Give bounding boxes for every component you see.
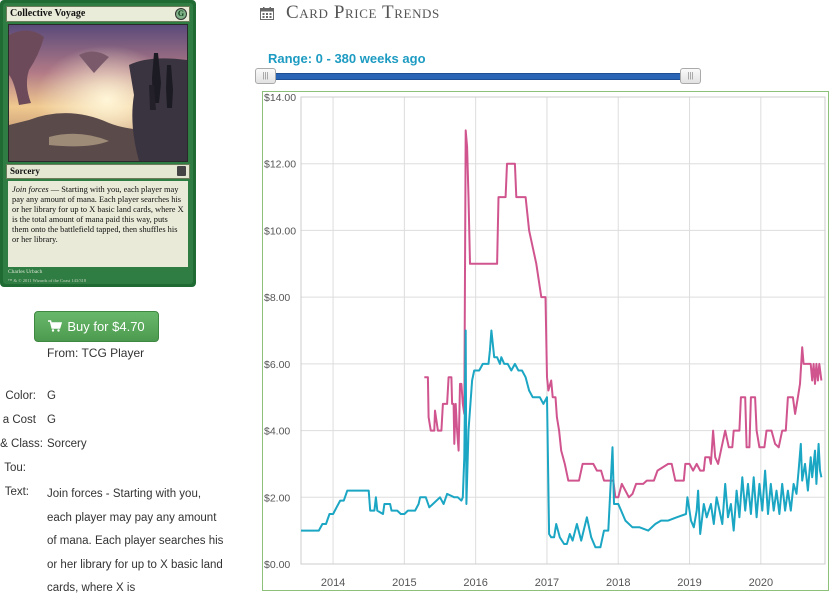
x-tick-label: 2018: [606, 577, 630, 589]
y-tick-label: $2.00: [264, 492, 290, 504]
x-tick-label: 2014: [321, 577, 345, 589]
card-ability-word: Join forces: [12, 185, 49, 194]
mana-cost-label: a Cost: [2, 414, 36, 426]
x-tick-label: 2015: [392, 577, 416, 589]
x-tick-label: 2016: [463, 577, 487, 589]
range-handle-max[interactable]: |||: [680, 68, 701, 84]
range-handle-min[interactable]: |||: [255, 68, 276, 84]
y-tick-label: $4.00: [264, 426, 290, 438]
price-line: [301, 329, 823, 549]
foil-price-line: [424, 129, 823, 499]
toughness-label: Tou:: [4, 462, 26, 474]
card-copyright: ™ & © 2011 Wizards of the Coast 143/318: [8, 278, 87, 283]
calendar-icon: [260, 7, 274, 20]
color-label: Color:: [5, 390, 36, 402]
price-chart: $0.00 $2.00 $4.00 $6.00 $8.00 $10.00 $12.00 $14…: [262, 91, 829, 591]
range-label: Range: 0 - 380 weeks ago: [268, 51, 426, 66]
card-type: Sorcery: [10, 166, 40, 176]
buy-button[interactable]: Buy for $4.70: [34, 311, 159, 342]
set-symbol-icon: [177, 166, 186, 176]
buy-button-label: Buy for $4.70: [67, 319, 145, 334]
green-mana-icon: G: [175, 8, 187, 20]
x-tick-label: 2020: [749, 577, 773, 589]
mana-cost-value: G: [47, 414, 56, 426]
card-rules-text: — Starting with you, each player may pay…: [12, 185, 184, 244]
x-tick-label: 2019: [677, 577, 701, 589]
type-class-label: & Class:: [0, 438, 43, 450]
shopping-cart-icon: [48, 313, 63, 342]
type-class-value: Sorcery: [47, 438, 87, 450]
y-tick-label: $6.00: [264, 359, 290, 371]
card-artist: Charles Urbach: [8, 269, 43, 275]
card-image: Collective Voyage G: [0, 0, 196, 287]
plot-border: [300, 96, 826, 565]
y-tick-label: $12.00: [264, 159, 296, 171]
y-tick-label: $14.00: [264, 92, 296, 104]
y-tick-label: $8.00: [264, 292, 290, 304]
price-chart-svg: $0.00 $2.00 $4.00 $6.00 $8.00 $10.00 $12.00 $14…: [262, 91, 829, 591]
color-value: G: [47, 390, 56, 402]
card-art: [8, 24, 188, 162]
y-tick-label: $0.00: [264, 559, 290, 571]
card-text-box: Join forces — Starting with you, each pl…: [8, 181, 188, 267]
card-name-bar: Collective Voyage G: [6, 6, 190, 22]
chart-title: Card Price Trends: [286, 2, 440, 23]
card-name: Collective Voyage: [10, 8, 86, 19]
card-text-value: Join forces - Starting with you, each pl…: [47, 488, 224, 594]
x-tick-label: 2017: [535, 577, 559, 589]
text-label: Text:: [4, 486, 29, 498]
buy-source: From: TCG Player: [47, 346, 145, 360]
y-tick-label: $10.00: [264, 225, 296, 237]
card-type-bar: Sorcery: [6, 164, 190, 179]
range-slider[interactable]: ||| |||: [253, 68, 704, 86]
range-track[interactable]: [263, 73, 695, 80]
